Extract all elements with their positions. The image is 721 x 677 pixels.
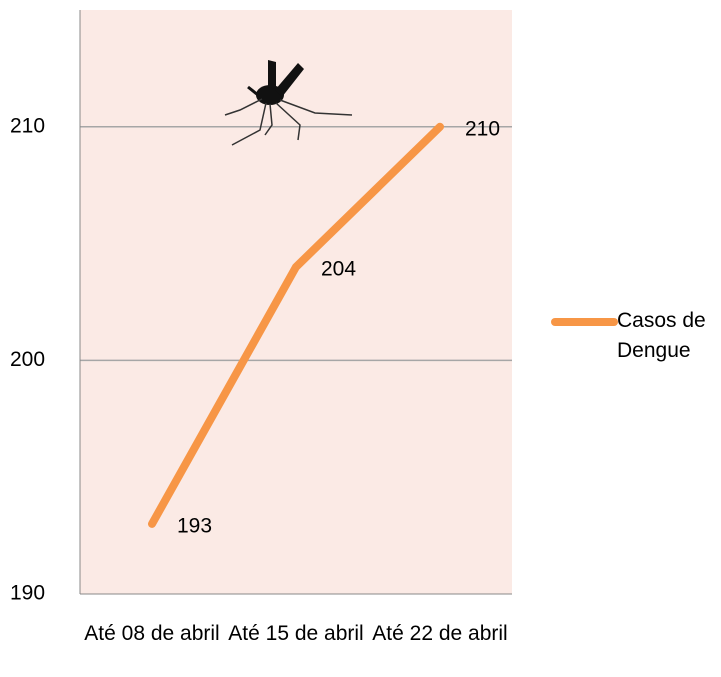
data-label: 204 [321,258,356,281]
chart: 190 200 210 193 204 210 Até 08 de abrilAté 15… [0,0,721,677]
data-label: 210 [465,117,500,140]
data-label: 193 [177,514,212,537]
y-tick-label: 200 [10,348,45,371]
chart-svg: 190 200 210 193 204 210 [0,0,721,677]
x-tick-label: Até 08 de abril [84,618,220,650]
x-tick-label: Até 15 de abril [228,618,364,650]
x-tick-label: Até 22 de abril [372,618,508,650]
y-tick-label: 190 [10,582,45,605]
legend-label: Casos de Dengue [617,306,721,366]
plot-area [80,10,512,594]
y-tick-label: 210 [10,114,45,137]
